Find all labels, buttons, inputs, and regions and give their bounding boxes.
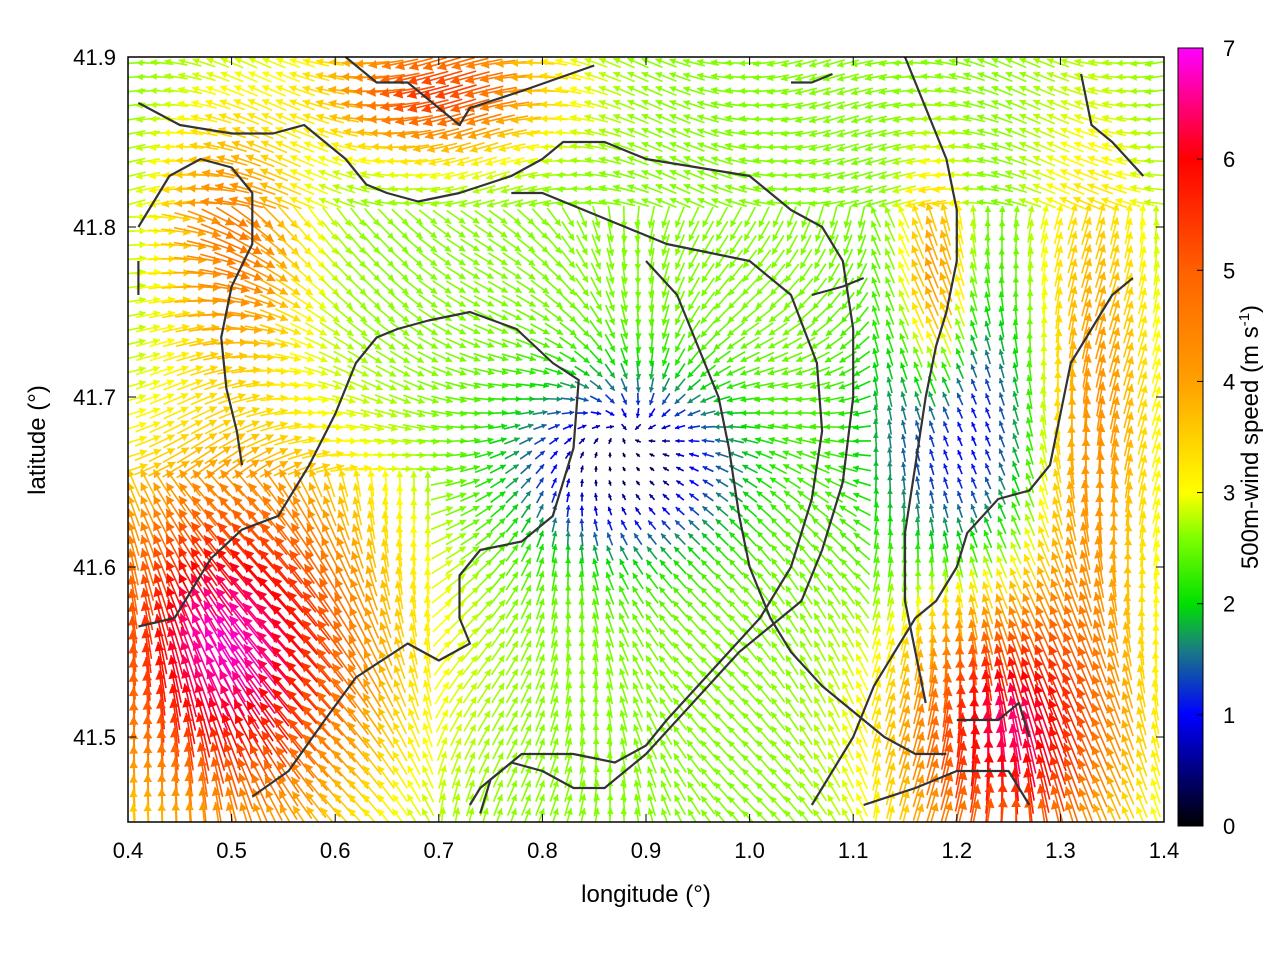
- x-tick-label: 1.0: [734, 838, 765, 863]
- x-tick-label: 0.7: [424, 838, 455, 863]
- y-tick-label: 41.6: [73, 555, 116, 580]
- colorbar-label-close: ): [1237, 305, 1264, 313]
- y-tick-label: 41.7: [73, 385, 116, 410]
- colorbar-tick-label: 4: [1223, 369, 1235, 394]
- colorbar-tick-label: 0: [1223, 814, 1235, 839]
- colorbar-tick-label: 2: [1223, 592, 1235, 617]
- x-axis-label: longitude (°): [581, 881, 711, 908]
- y-tick-label: 41.8: [73, 215, 116, 240]
- x-tick-label: 0.9: [631, 838, 662, 863]
- colorbar-label: 500m-wind speed (m s-1): [1236, 305, 1264, 569]
- colorbar-tick-label: 5: [1223, 258, 1235, 283]
- colorbar-tick-label: 6: [1223, 147, 1235, 172]
- x-tick-label: 0.4: [113, 838, 144, 863]
- x-tick-label: 0.5: [216, 838, 247, 863]
- x-tick-label: 1.4: [1149, 838, 1180, 863]
- x-tick-label: 1.1: [838, 838, 869, 863]
- y-tick-label: 41.5: [73, 725, 116, 750]
- colorbar-label-main: 500m-wind speed (m s: [1237, 326, 1264, 569]
- x-tick-label: 0.6: [320, 838, 351, 863]
- colorbar-label-exponent: -1: [1236, 313, 1253, 326]
- x-tick-label: 1.3: [1045, 838, 1076, 863]
- y-axis-label: latitude (°): [24, 385, 51, 495]
- colorbar: [1178, 48, 1203, 826]
- colorbar-tick-label: 1: [1223, 703, 1235, 728]
- colorbar-tick-label: 7: [1223, 36, 1235, 61]
- y-tick-label: 41.9: [73, 45, 116, 70]
- colorbar-tick-label: 3: [1223, 481, 1235, 506]
- x-tick-label: 0.8: [527, 838, 558, 863]
- x-tick-label: 1.2: [942, 838, 973, 863]
